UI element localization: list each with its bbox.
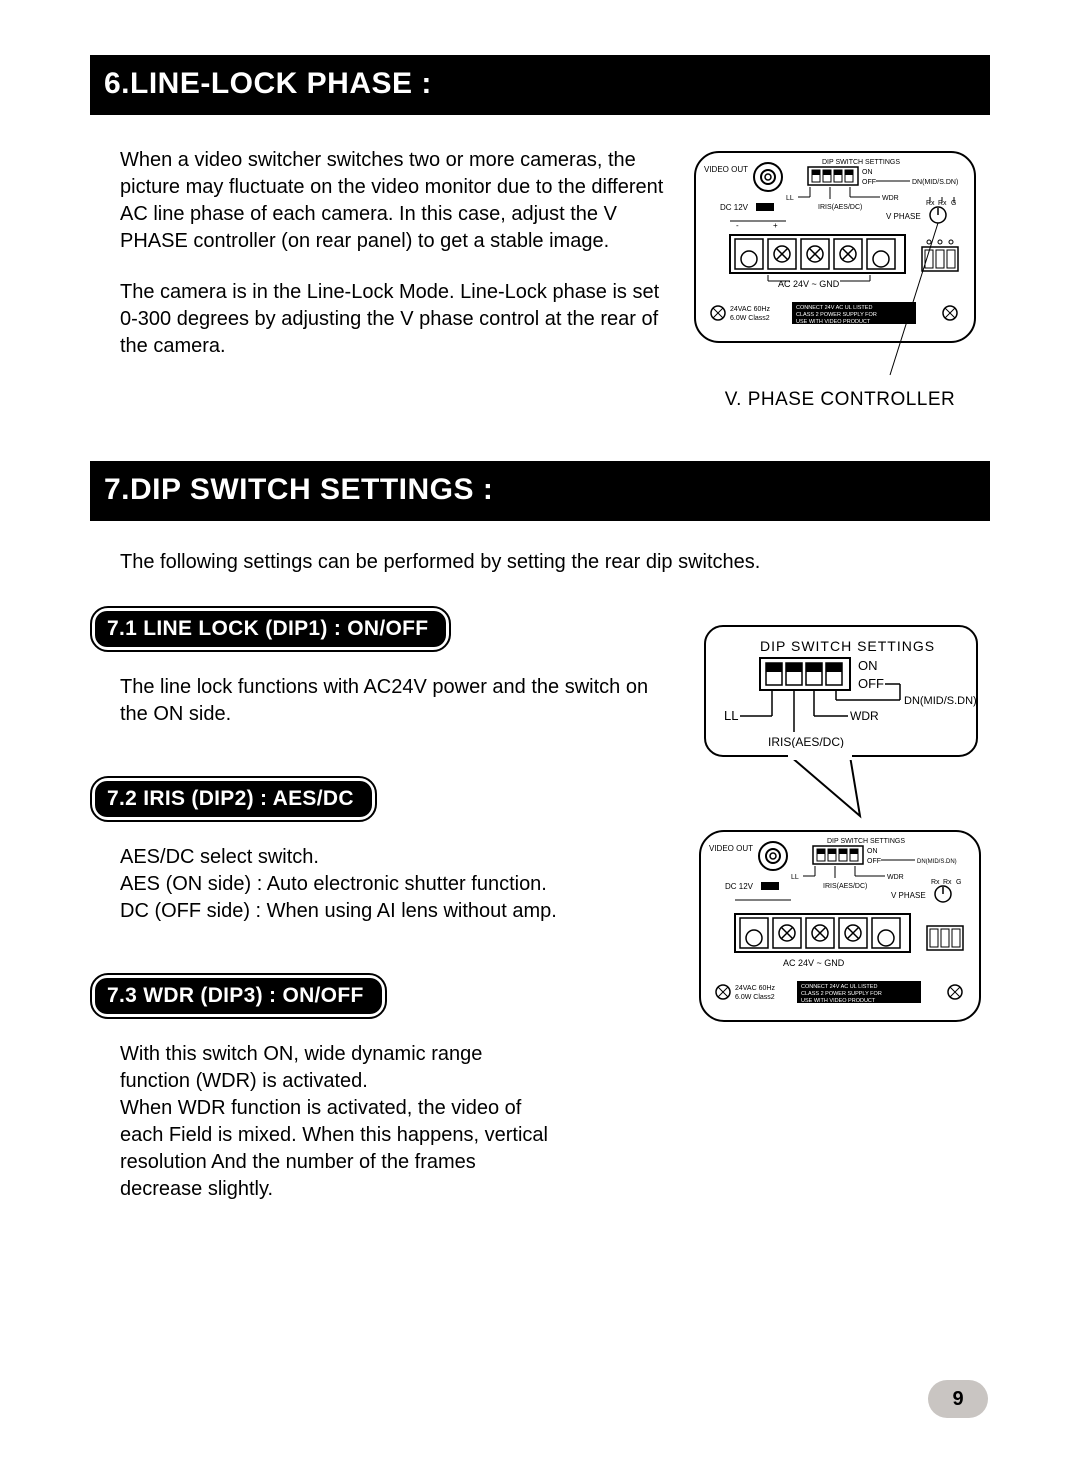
- svg-text:VIDEO OUT: VIDEO OUT: [709, 844, 753, 853]
- svg-text:DC 12V: DC 12V: [725, 882, 754, 891]
- section-6-para1: When a video switcher switches two or mo…: [120, 147, 670, 255]
- sub-7-2-body: AES/DC select switch. AES (ON side) : Au…: [90, 844, 680, 925]
- svg-text:6.0W Class2: 6.0W Class2: [735, 994, 775, 1001]
- svg-text:USE WITH VIDEO PRODUCT: USE WITH VIDEO PRODUCT: [796, 319, 871, 325]
- svg-text:ON: ON: [858, 658, 878, 673]
- svg-text:IRIS(AES/DC): IRIS(AES/DC): [823, 883, 867, 890]
- svg-text:USE WITH VIDEO PRODUCT: USE WITH VIDEO PRODUCT: [801, 998, 876, 1004]
- section-6-diagram: VIDEO OUT DC 12V - + DIP SWITCH SETTINGS…: [690, 147, 990, 411]
- section-7-header: 7.DIP SWITCH SETTINGS :: [90, 461, 990, 521]
- svg-text:AC 24V ~ GND: AC 24V ~ GND: [783, 958, 845, 968]
- section-7-diagram: DIP SWITCH SETTINGS ON OFF DN(MID/S.DN) …: [690, 606, 990, 1235]
- svg-text:Rx: Rx: [938, 200, 947, 207]
- svg-text:DC 12V: DC 12V: [720, 203, 749, 212]
- svg-text:6.0W Class2: 6.0W Class2: [730, 315, 770, 322]
- svg-text:CONNECT 24V AC UL LISTED: CONNECT 24V AC UL LISTED: [801, 984, 877, 990]
- svg-text:-: -: [736, 221, 739, 230]
- sub-7-2-line1: AES/DC select switch.: [120, 844, 680, 871]
- svg-text:ON: ON: [867, 848, 878, 855]
- sub-7-3-body: With this switch ON, wide dynamic range …: [90, 1041, 550, 1203]
- svg-text:24VAC 60Hz: 24VAC 60Hz: [730, 306, 770, 313]
- svg-text:WDR: WDR: [850, 709, 879, 723]
- svg-text:OFF: OFF: [858, 676, 884, 691]
- page-number: 9: [928, 1380, 988, 1418]
- svg-text:OFF: OFF: [862, 179, 876, 186]
- svg-text:DN(MID/S.DN): DN(MID/S.DN): [917, 859, 957, 865]
- svg-text:WDR: WDR: [882, 195, 899, 202]
- subsection-7-2: 7.2 IRIS (DIP2) : AES/DC AES/DC select s…: [90, 776, 680, 925]
- svg-text:+: +: [773, 221, 778, 230]
- sub-7-2-title: 7.2 IRIS (DIP2) : AES/DC: [95, 781, 372, 817]
- svg-text:CLASS 2 POWER SUPPLY FOR: CLASS 2 POWER SUPPLY FOR: [801, 991, 882, 997]
- svg-text:24VAC 60Hz: 24VAC 60Hz: [735, 985, 775, 992]
- svg-text:LL: LL: [724, 708, 738, 723]
- svg-text:ON: ON: [862, 169, 873, 176]
- section-6-content: When a video switcher switches two or mo…: [90, 147, 990, 411]
- svg-text:IRIS(AES/DC): IRIS(AES/DC): [818, 204, 862, 211]
- video-out-label: VIDEO OUT: [704, 165, 748, 174]
- svg-text:WDR: WDR: [887, 874, 904, 881]
- svg-text:V PHASE: V PHASE: [886, 212, 921, 221]
- rear-panel-diagram-icon: VIDEO OUT DC 12V - + DIP SWITCH SETTINGS…: [690, 147, 980, 377]
- svg-text:LL: LL: [791, 874, 799, 881]
- section-6-text: When a video switcher switches two or mo…: [90, 147, 670, 411]
- svg-text:DIP SWITCH SETTINGS: DIP SWITCH SETTINGS: [760, 638, 935, 654]
- svg-text:G: G: [956, 879, 961, 886]
- svg-text:CLASS 2 POWER SUPPLY FOR: CLASS 2 POWER SUPPLY FOR: [796, 312, 877, 318]
- diagram-caption: V. PHASE CONTROLLER: [690, 389, 990, 411]
- svg-text:DIP SWITCH SETTINGS: DIP SWITCH SETTINGS: [827, 838, 905, 845]
- section-6-para2: The camera is in the Line-Lock Mode. Lin…: [120, 279, 670, 360]
- subsection-7-1: 7.1 LINE LOCK (DIP1) : ON/OFF The line l…: [90, 606, 680, 728]
- svg-text:LL: LL: [786, 195, 794, 202]
- svg-text:OFF: OFF: [867, 858, 881, 865]
- svg-text:Rx: Rx: [931, 879, 940, 886]
- sub-7-2-line2: AES (ON side) : Auto electronic shutter …: [120, 871, 680, 898]
- sub-7-2-line3: DC (OFF side) : When using AI lens witho…: [120, 898, 680, 925]
- svg-text:Rx: Rx: [943, 879, 952, 886]
- svg-text:DIP SWITCH SETTINGS: DIP SWITCH SETTINGS: [822, 159, 900, 166]
- sub-7-3-title: 7.3 WDR (DIP3) : ON/OFF: [95, 978, 382, 1014]
- svg-text:V PHASE: V PHASE: [891, 891, 926, 900]
- subsection-7-3: 7.3 WDR (DIP3) : ON/OFF With this switch…: [90, 973, 680, 1203]
- svg-text:Rx: Rx: [926, 200, 935, 207]
- section-6-header: 6.LINE-LOCK PHASE :: [90, 55, 990, 115]
- dip-switch-diagram-icon: DIP SWITCH SETTINGS ON OFF DN(MID/S.DN) …: [690, 616, 990, 1056]
- section-7-intro: The following settings can be performed …: [90, 549, 990, 576]
- sub-7-1-title: 7.1 LINE LOCK (DIP1) : ON/OFF: [95, 611, 446, 647]
- svg-text:DN(MID/S.DN): DN(MID/S.DN): [912, 179, 958, 186]
- svg-text:DN(MID/S.DN): DN(MID/S.DN): [904, 695, 977, 707]
- svg-text:CONNECT 24V AC UL LISTED: CONNECT 24V AC UL LISTED: [796, 305, 872, 311]
- svg-text:IRIS(AES/DC): IRIS(AES/DC): [768, 735, 844, 749]
- sub-7-1-body: The line lock functions with AC24V power…: [90, 674, 680, 728]
